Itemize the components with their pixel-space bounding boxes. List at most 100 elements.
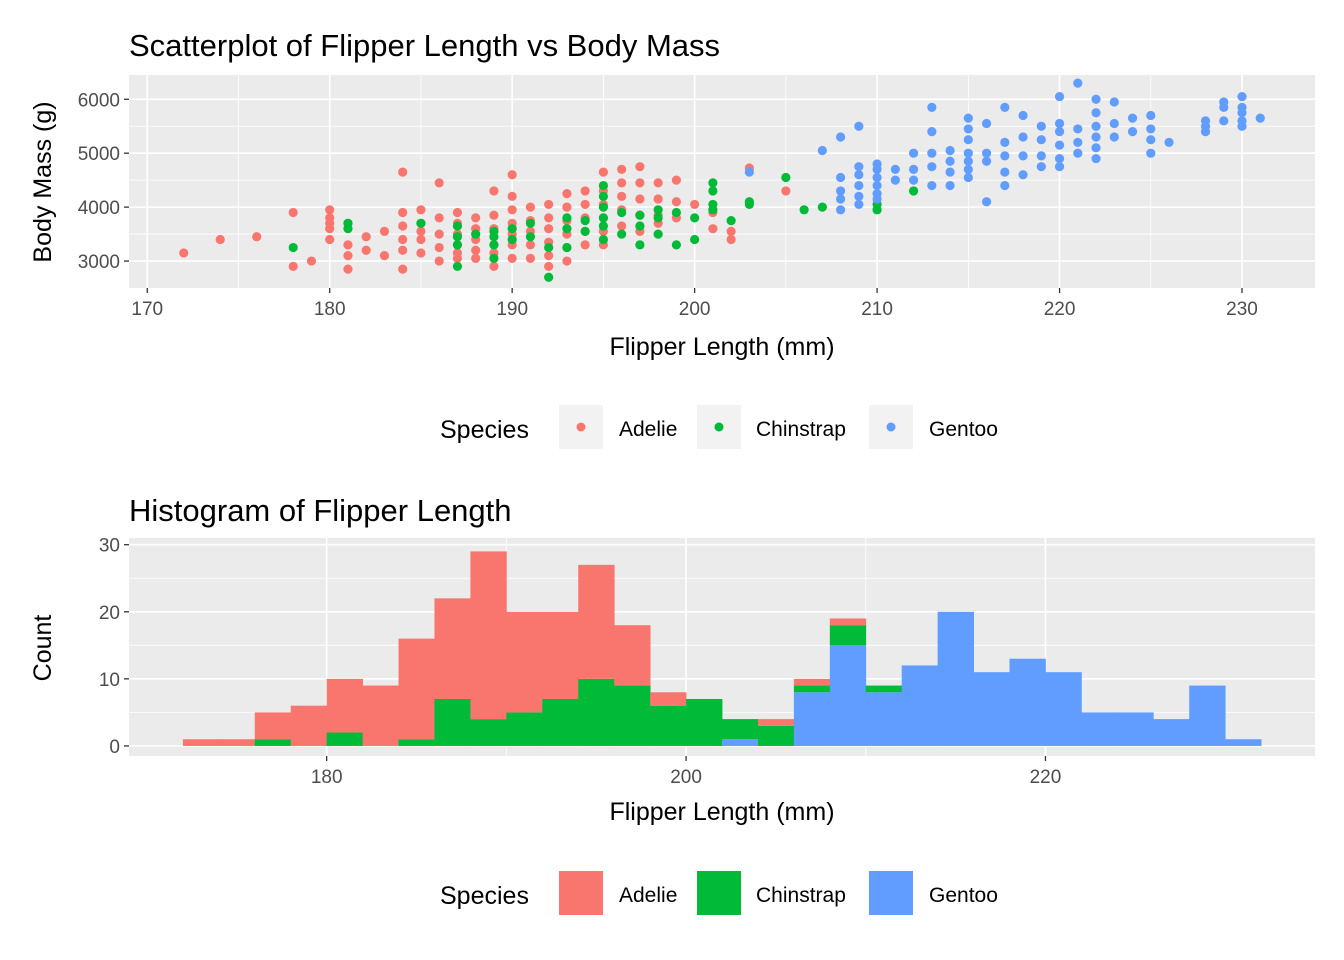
histogram-legend-label-adelie: Adelie: [619, 884, 677, 907]
scatter-point-gentoo: [872, 180, 882, 191]
histogram-bar-gentoo: [1009, 658, 1046, 746]
scatter-point-gentoo: [1054, 91, 1065, 102]
scatter-point-adelie: [580, 199, 590, 210]
scatter-point-adelie: [343, 240, 353, 250]
histogram-axes: 180 200 220 0 10 20 30: [99, 536, 1061, 788]
scatter-point-gentoo: [1054, 153, 1065, 164]
scatter-point-chinstrap: [817, 202, 827, 212]
scatter-point-chinstrap: [562, 224, 572, 234]
scatter-point-gentoo: [1018, 170, 1028, 180]
scatter-point-adelie: [635, 194, 645, 204]
scatter-point-gentoo: [927, 127, 937, 137]
histogram-bar-adelie: [757, 719, 795, 726]
y-tick-label: 4000: [78, 198, 120, 219]
histogram-bar-adelie: [326, 678, 364, 733]
scatter-point-chinstrap: [598, 202, 609, 212]
scatter-point-gentoo: [1000, 180, 1010, 191]
scatter-title: Scatterplot of Flipper Length vs Body Ma…: [129, 28, 720, 63]
y-tick-label: 10: [99, 670, 120, 691]
scatter-point-gentoo: [854, 191, 864, 201]
scatter-point-gentoo: [1091, 94, 1101, 104]
histogram-bar-gentoo: [1225, 739, 1262, 746]
histogram-bar-adelie: [218, 739, 256, 746]
scatter-point-adelie: [398, 234, 408, 245]
scatter-point-adelie: [562, 202, 572, 212]
histogram-bar-adelie: [829, 618, 867, 626]
scatter-point-adelie: [489, 186, 499, 196]
scatter-point-adelie: [489, 210, 499, 220]
scatter-panel: [129, 75, 1315, 288]
scatter-point-chinstrap: [744, 197, 754, 207]
scatter-point-gentoo: [1146, 124, 1156, 134]
scatter-legend-title: Species: [440, 416, 529, 444]
scatter-point-gentoo: [1054, 140, 1065, 150]
scatter-point-gentoo: [890, 175, 900, 185]
scatter-point-adelie: [580, 186, 590, 196]
scatter-point-gentoo: [817, 145, 827, 156]
scatter-point-adelie: [434, 256, 444, 266]
scatter-point-gentoo: [1000, 102, 1010, 112]
scatter-point-adelie: [343, 251, 353, 261]
scatter-point-chinstrap: [343, 224, 353, 234]
scatter-point-chinstrap: [471, 229, 481, 239]
scatter-point-chinstrap: [598, 180, 609, 191]
scatter-point-chinstrap: [653, 205, 663, 215]
scatter-point-adelie: [398, 207, 408, 218]
scatter-point-chinstrap: [544, 242, 554, 253]
histogram-bar-chinstrap: [793, 685, 831, 693]
scatter-point-chinstrap: [708, 186, 718, 196]
scatter-point-adelie: [525, 240, 536, 250]
histogram-bar-adelie: [362, 685, 399, 746]
histogram-bar-adelie: [398, 638, 435, 740]
histogram-legend-title: Species: [440, 882, 529, 910]
scatter-point-adelie: [434, 213, 444, 223]
scatter-point-adelie: [726, 234, 736, 245]
scatter-point-adelie: [434, 242, 444, 253]
scatter-point-chinstrap: [781, 172, 791, 183]
y-tick-label: 5000: [78, 144, 120, 165]
scatter-point-gentoo: [836, 132, 846, 142]
scatter-point-gentoo: [963, 164, 973, 174]
histogram-bar-chinstrap: [506, 712, 543, 746]
scatter-point-gentoo: [836, 194, 846, 204]
scatter-point-chinstrap: [507, 234, 517, 245]
scatter-point-chinstrap: [598, 191, 609, 201]
x-tick-label: 220: [1030, 767, 1062, 788]
scatter-point-chinstrap: [452, 240, 463, 250]
scatter-point-gentoo: [1146, 110, 1156, 121]
x-tick-label: 180: [314, 299, 346, 320]
scatter-point-chinstrap: [872, 205, 882, 215]
scatter-point-gentoo: [1091, 132, 1101, 142]
scatter-point-gentoo: [1091, 143, 1101, 153]
scatter-point-gentoo: [963, 113, 973, 123]
scatter-point-adelie: [215, 234, 225, 245]
scatter-point-adelie: [288, 207, 298, 218]
scatter-legend-swatch-chinstrap: [714, 422, 724, 432]
scatter-point-adelie: [398, 221, 408, 231]
scatter-point-gentoo: [1000, 137, 1010, 148]
histogram-bar-gentoo: [1081, 712, 1118, 746]
scatter-point-adelie: [544, 261, 554, 272]
scatter-point-adelie: [635, 162, 645, 172]
histogram-bars: [182, 551, 1262, 746]
scatter-point-chinstrap: [617, 207, 627, 218]
scatter-point-gentoo: [1091, 153, 1101, 164]
scatter-point-gentoo: [927, 148, 937, 158]
histogram-legend: Species Adelie Chinstrap Gentoo: [440, 871, 998, 915]
scatter-point-adelie: [361, 245, 371, 255]
scatter-point-gentoo: [1036, 151, 1046, 161]
scatter-point-chinstrap: [416, 218, 426, 228]
scatter-point-adelie: [379, 226, 390, 236]
scatter-point-adelie: [598, 167, 609, 177]
scatter-point-gentoo: [854, 199, 864, 210]
scatter-point-chinstrap: [726, 215, 736, 226]
histogram-bar-chinstrap: [326, 732, 364, 746]
scatter-point-chinstrap: [671, 207, 681, 218]
histogram-bar-chinstrap: [614, 685, 651, 746]
histogram-legend-swatch-gentoo: [869, 871, 913, 915]
scatter-point-chinstrap: [708, 178, 718, 188]
scatter-point-gentoo: [854, 121, 864, 131]
histogram-bar-gentoo: [901, 665, 939, 746]
scatter-point-gentoo: [981, 156, 992, 166]
scatter-point-adelie: [398, 264, 408, 274]
